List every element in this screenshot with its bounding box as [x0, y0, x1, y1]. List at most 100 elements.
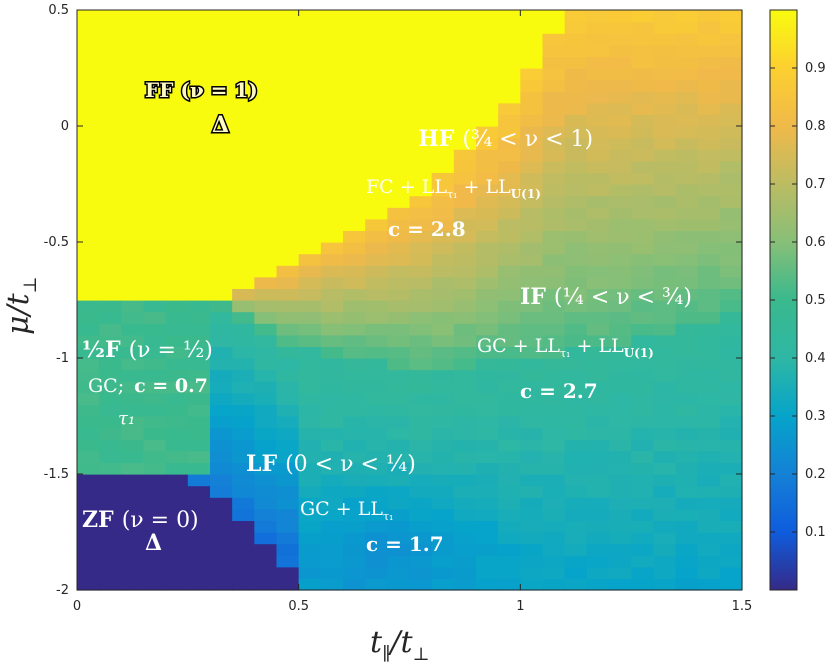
heatmap-cell: [453, 346, 477, 359]
heatmap-cell: [409, 253, 433, 266]
heatmap-cell: [586, 508, 610, 521]
heatmap-cell: [143, 207, 167, 220]
heatmap-cell: [165, 450, 189, 463]
heatmap-cell: [77, 160, 100, 173]
heatmap-cell: [476, 508, 499, 521]
heatmap-cell: [343, 265, 366, 278]
heatmap-cell: [320, 207, 344, 220]
heatmap-cell: [121, 160, 145, 173]
heatmap-cell: [542, 300, 566, 313]
heatmap-cell: [387, 369, 411, 382]
heatmap-cell: [653, 160, 677, 173]
heatmap-cell: [343, 102, 366, 115]
heatmap-cell: [609, 288, 632, 301]
heatmap-cell: [498, 323, 521, 336]
colorbar-tick-label: 0.1: [805, 525, 826, 540]
heatmap-cell: [387, 276, 411, 289]
heatmap-cell: [609, 532, 632, 545]
heatmap-cell: [609, 485, 632, 498]
heatmap-cell: [653, 10, 677, 23]
heatmap-cell: [564, 578, 588, 591]
heatmap-cell: [77, 416, 100, 429]
heatmap-cell: [387, 33, 411, 46]
heatmap-cell: [586, 462, 610, 475]
heatmap-cell: [631, 381, 654, 394]
heatmap-cell: [276, 68, 300, 81]
heatmap-cell: [409, 532, 433, 545]
heatmap-cell: [365, 300, 388, 313]
heatmap-cell: [143, 288, 167, 301]
heatmap-cell: [653, 566, 677, 579]
heatmap-cell: [343, 56, 366, 69]
heatmap-cell: [276, 520, 300, 533]
heatmap-cell: [276, 346, 300, 359]
heatmap-cell: [77, 265, 100, 278]
heatmap-cell: [143, 369, 167, 382]
heatmap-cell: [719, 44, 743, 57]
heatmap-cell: [453, 404, 477, 417]
heatmap-cell: [187, 68, 211, 81]
heatmap-cell: [210, 10, 233, 23]
heatmap-cell: [409, 149, 433, 162]
heatmap-cell: [719, 300, 743, 313]
heatmap-cell: [431, 381, 455, 394]
heatmap-cell: [542, 439, 566, 452]
heatmap-cell: [232, 230, 255, 243]
heatmap-cell: [121, 358, 145, 371]
heatmap-cell: [165, 578, 189, 591]
heatmap-cell: [121, 44, 145, 57]
heatmap-cell: [343, 10, 366, 23]
heatmap-cell: [187, 102, 211, 115]
heatmap-cell: [609, 508, 632, 521]
heatmap-cell: [343, 334, 366, 347]
heatmap-cell: [697, 566, 721, 579]
heatmap-cell: [542, 462, 566, 475]
heatmap-cell: [719, 218, 743, 231]
heatmap-cell: [520, 276, 544, 289]
heatmap-cell: [520, 91, 544, 104]
heatmap-cell: [431, 543, 455, 556]
heatmap-cell: [298, 79, 322, 92]
heatmap-cell: [476, 566, 499, 579]
heatmap-cell: [210, 543, 233, 556]
heatmap-cell: [431, 230, 455, 243]
heatmap-cell: [409, 416, 433, 429]
heatmap-cell: [697, 21, 721, 34]
heatmap-cell: [453, 195, 477, 208]
heatmap-cell: [143, 346, 167, 359]
heatmap-cell: [121, 323, 145, 336]
heatmap-cell: [298, 242, 322, 255]
heatmap-cell: [232, 300, 255, 313]
heatmap-cell: [99, 230, 122, 243]
heatmap-cell: [343, 346, 366, 359]
heatmap-cell: [520, 427, 544, 440]
heatmap-cell: [77, 79, 100, 92]
heatmap-cell: [697, 497, 721, 510]
heatmap-cell: [675, 358, 699, 371]
heatmap-cell: [431, 439, 455, 452]
heatmap-cell: [210, 288, 233, 301]
heatmap-cell: [276, 532, 300, 545]
heatmap-cell: [697, 427, 721, 440]
heatmap-cell: [719, 172, 743, 185]
heatmap-cell: [520, 56, 544, 69]
heatmap-cell: [719, 416, 743, 429]
heatmap-cell: [498, 578, 521, 591]
heatmap-cell: [498, 195, 521, 208]
heatmap-cell: [453, 543, 477, 556]
heatmap-cell: [254, 56, 278, 69]
heatmap-cell: [431, 358, 455, 371]
heatmap-cell: [453, 311, 477, 324]
heatmap-cell: [210, 474, 233, 487]
heatmap-cell: [232, 44, 255, 57]
heatmap-cell: [276, 207, 300, 220]
heatmap-cell: [542, 44, 566, 57]
heatmap-cell: [99, 404, 122, 417]
heatmap-cell: [719, 91, 743, 104]
heatmap-cell: [409, 102, 433, 115]
heatmap-cell: [187, 520, 211, 533]
heatmap-cell: [520, 33, 544, 46]
heatmap-cell: [99, 416, 122, 429]
heatmap-cell: [298, 485, 322, 498]
heatmap-cell: [77, 532, 100, 545]
